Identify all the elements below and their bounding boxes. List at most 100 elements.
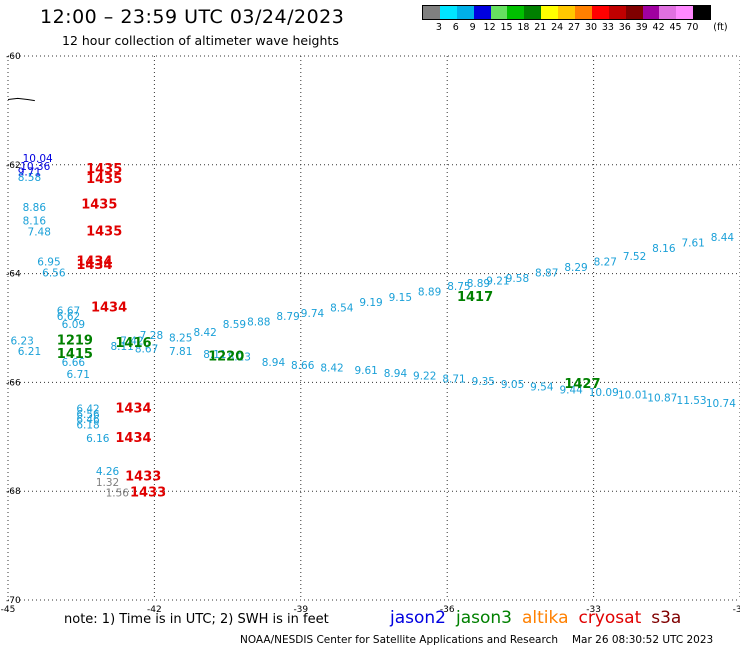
wave-height-value: 8.27 <box>594 256 617 268</box>
pass-time-label: 1435 <box>86 172 122 187</box>
y-tick-label: -62 <box>6 161 21 171</box>
footer-credit: NOAA/NESDIS Center for Satellite Applica… <box>240 634 713 646</box>
x-tick-label: -30 <box>733 605 740 615</box>
pass-time-label: 1416 <box>115 336 151 351</box>
color-scale-swatch <box>541 6 559 19</box>
color-scale-swatch <box>507 6 525 19</box>
x-tick-label: -42 <box>147 605 162 615</box>
pass-time-label: 1435 <box>86 225 122 240</box>
pass-time-label: 1434 <box>115 431 151 446</box>
wave-height-value: 6.66 <box>62 357 86 369</box>
pass-time-label: 1433 <box>130 486 166 501</box>
pass-time-label: 1427 <box>564 377 600 392</box>
wave-height-value: 8.54 <box>330 303 354 315</box>
color-scale-unit: (ft) <box>713 22 728 33</box>
color-scale-label: 70 <box>686 22 699 33</box>
wave-height-value: 8.67 <box>135 343 158 355</box>
wave-height-value: 6.67 <box>57 305 80 317</box>
wave-height-value: 9.21 <box>486 275 509 287</box>
chart-subtitle: 12 hour collection of altimeter wave hei… <box>62 33 339 48</box>
wave-height-value: 7.52 <box>623 251 646 263</box>
pass-time-label: 1417 <box>457 290 493 305</box>
wave-height-value: 11.53 <box>677 395 707 407</box>
pass-time-label: 1434 <box>76 258 112 273</box>
wave-height-value: 7.48 <box>28 227 51 239</box>
wave-height-value: 8.29 <box>564 262 587 274</box>
color-scale-swatch <box>608 6 626 19</box>
wave-height-value: 10.74 <box>706 398 736 410</box>
wave-height-value: 6.62 <box>57 311 80 323</box>
color-scale-label: 6 <box>452 22 459 33</box>
wave-height-value: 9.74 <box>301 308 325 320</box>
wave-height-value: 9.35 <box>472 376 495 388</box>
wave-height-value: 8.16 <box>652 243 676 255</box>
x-tick-label: -39 <box>293 605 308 615</box>
legend-altika: altika <box>522 608 569 628</box>
wave-height-value: 9.71 <box>18 167 41 179</box>
color-scale-labels: 3 6 9 12 15 18 21 24 27 30 33 36 39 42 45 70 (ft) <box>422 20 728 34</box>
wave-height-value: 8.86 <box>23 202 47 214</box>
color-scale-label: 3 <box>435 22 442 33</box>
color-scale-swatch <box>439 6 457 19</box>
wave-height-value: 6.09 <box>62 319 85 331</box>
wave-height-value: 8.87 <box>535 267 558 279</box>
color-scale-label: 24 <box>551 22 564 33</box>
wave-height-value: 8.94 <box>262 357 286 369</box>
credit-text: NOAA/NESDIS Center for Satellite Applica… <box>240 634 558 646</box>
wave-height-value: 6.42 <box>76 403 99 415</box>
wave-height-value: 8.79 <box>276 311 299 323</box>
wave-height-value: 8.11 <box>203 349 226 361</box>
color-scale-label: 18 <box>517 22 530 33</box>
pass-time-label: 1434 <box>91 301 127 316</box>
pass-time-label: 1435 <box>81 197 117 212</box>
color-scale-swatch <box>659 6 677 19</box>
wave-height-value: 1.56 <box>106 488 130 500</box>
color-scale-label: 33 <box>601 22 614 33</box>
wave-height-value: 8.11 <box>110 341 133 353</box>
wave-height-value: 9.44 <box>559 384 583 396</box>
color-scale-swatch <box>642 6 660 19</box>
wave-height-value: 6.71 <box>67 369 90 381</box>
wave-height-value: 8.58 <box>18 172 41 184</box>
wave-height-value: 9.58 <box>506 273 529 285</box>
color-scale-swatch <box>558 6 576 19</box>
y-tick-label: -70 <box>6 596 21 606</box>
color-scale-swatch <box>693 6 711 19</box>
chart-title: 12:00 – 23:59 UTC 03/24/2023 <box>40 6 345 28</box>
credit-timestamp: Mar 26 08:30:52 UTC 2023 <box>572 634 714 646</box>
color-scale-label: 21 <box>534 22 547 33</box>
color-scale-swatch <box>524 6 542 19</box>
wave-height-value: 9.54 <box>530 382 554 394</box>
y-tick-label: -66 <box>6 378 21 388</box>
color-scale-swatch <box>575 6 592 19</box>
x-tick-label: -36 <box>440 605 455 615</box>
wave-height-value: 8.89 <box>467 278 490 290</box>
color-scale-label: 39 <box>635 22 648 33</box>
wave-height-value: 8.23 <box>228 352 251 364</box>
color-scale-label: 36 <box>618 22 631 33</box>
wave-height-value: 9.61 <box>354 365 377 377</box>
wave-height-value: 6.46 <box>76 414 100 426</box>
wave-height-value: 8.89 <box>418 286 441 298</box>
wave-height-value: 7.28 <box>140 330 163 342</box>
wave-height-value: 6.18 <box>76 420 99 432</box>
wave-height-value: 9.05 <box>501 379 524 391</box>
wave-height-value: 6.21 <box>18 346 41 358</box>
wave-height-value: 6.56 <box>42 267 66 279</box>
pass-time-label: 1434 <box>76 254 112 269</box>
color-scale-label: 27 <box>568 22 581 33</box>
color-scale-label: 12 <box>483 22 496 33</box>
color-scale-swatch <box>676 6 694 19</box>
wave-height-value: 10.04 <box>23 153 53 165</box>
y-tick-label: -68 <box>6 487 21 497</box>
wave-height-value: 8.66 <box>291 360 315 372</box>
wave-height-value: 7.81 <box>169 346 192 358</box>
color-scale-bar <box>422 5 712 20</box>
color-scale-swatch <box>591 6 609 19</box>
wave-height-value: 8.88 <box>247 316 270 328</box>
pass-time-label: 1435 <box>86 162 122 177</box>
legend-cryosat: cryosat <box>578 608 642 628</box>
satellite-legend: jason2 jason3 altika cryosat s3a <box>390 608 691 628</box>
x-tick-label: -33 <box>586 605 601 615</box>
x-tick-label: -45 <box>1 605 16 615</box>
